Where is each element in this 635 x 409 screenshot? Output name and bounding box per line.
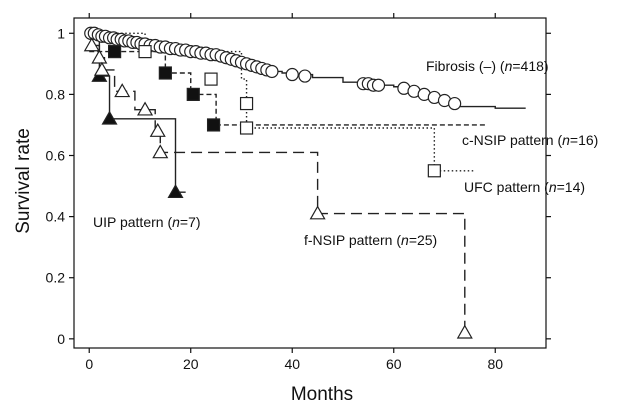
data-point	[456, 324, 473, 339]
data-point	[298, 69, 312, 83]
x-tick-label: 40	[284, 356, 300, 372]
data-point	[265, 64, 279, 79]
series-label: UIP pattern (n=7)	[93, 214, 201, 230]
data-point	[204, 72, 218, 86]
x-tick-label: 60	[386, 356, 402, 372]
data-point	[91, 49, 108, 64]
data-point	[152, 144, 169, 159]
series-labels: Fibrosis (–) (n=418) c-NSIP pattern (n=16…	[93, 58, 598, 248]
axis-ticks: 0 20 40 60 80 0 0.2 0.4 0.6 0.8 1	[46, 13, 551, 372]
data-point	[186, 87, 200, 101]
series-label: Fibrosis (–) (n=418)	[426, 58, 549, 74]
plot-frame	[73, 17, 547, 349]
plot-marks	[83, 26, 526, 339]
series-label: f-NSIP pattern (n=25)	[304, 232, 437, 248]
data-point	[137, 101, 154, 116]
x-tick-label: 0	[85, 356, 93, 372]
data-point	[114, 83, 131, 98]
data-point	[149, 122, 166, 137]
data-point	[167, 183, 184, 199]
data-point	[427, 164, 441, 178]
data-point	[371, 78, 386, 92]
y-tick-label: 1	[57, 25, 65, 41]
series-label: c-NSIP pattern (n=16)	[462, 132, 598, 148]
x-tick-label: 20	[183, 356, 199, 372]
data-point	[448, 96, 462, 111]
data-point	[101, 110, 118, 125]
series-label: UFC pattern (n=14)	[464, 179, 585, 195]
y-tick-label: 0.2	[46, 270, 66, 286]
data-point	[239, 96, 254, 111]
data-point	[138, 45, 152, 59]
series-line	[89, 32, 466, 333]
y-axis-title: Survival rate	[13, 128, 34, 234]
data-point	[239, 121, 254, 135]
y-tick-label: 0.8	[46, 86, 66, 102]
data-point	[285, 67, 299, 82]
data-point	[83, 37, 100, 52]
y-tick-label: 0.4	[46, 209, 66, 225]
series-line	[89, 50, 486, 126]
axes-frame	[73, 17, 547, 349]
data-point	[206, 118, 221, 132]
data-point	[309, 205, 326, 220]
data-point	[158, 66, 172, 80]
y-tick-label: 0	[57, 331, 65, 347]
x-tick-label: 80	[487, 356, 503, 372]
data-point	[93, 61, 110, 76]
x-axis-title: Months	[291, 384, 353, 405]
data-point	[108, 45, 122, 59]
y-tick-label: 0.6	[46, 148, 66, 164]
